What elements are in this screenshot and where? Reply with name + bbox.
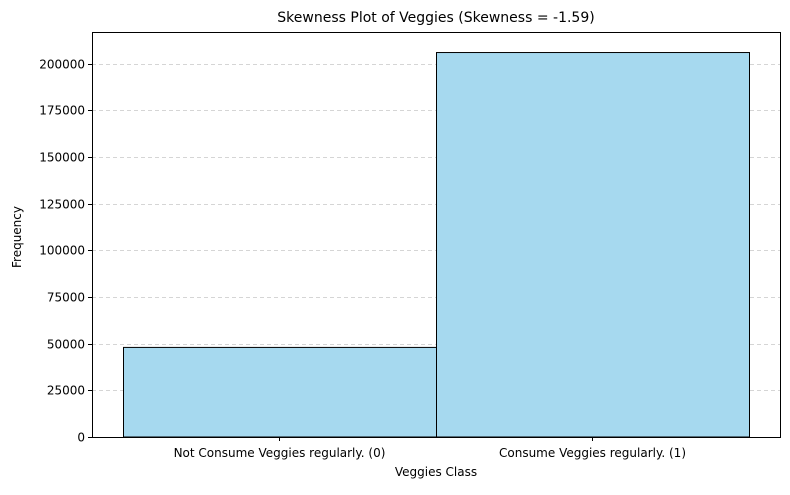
y-tick-label: 150000 — [39, 151, 85, 165]
y-tick-label: 75000 — [47, 291, 85, 305]
y-tick-label: 100000 — [39, 244, 85, 258]
y-tick-label: 175000 — [39, 104, 85, 118]
axes — [92, 32, 781, 438]
y-tick-label: 125000 — [39, 198, 85, 212]
axes-frame — [92, 32, 781, 438]
bars — [123, 52, 750, 438]
ticks: 0 25000 50000 75000 100000 125000 150000 175000… — [39, 58, 686, 461]
bar — [436, 52, 750, 438]
y-tick-label: 200000 — [39, 58, 85, 72]
y-tick-label: 25000 — [47, 384, 85, 398]
y-tick-label: 50000 — [47, 338, 85, 352]
x-tick-label: Consume Veggies regularly. (1) — [499, 446, 686, 460]
x-tick-label: Not Consume Veggies regularly. (0) — [174, 446, 386, 460]
chart-title: Skewness Plot of Veggies (Skewness = -1.… — [277, 10, 594, 26]
x-axis-label: Veggies Class — [395, 465, 477, 479]
y-tick-label: 0 — [77, 431, 85, 445]
y-axis-label: Frequency — [10, 206, 24, 268]
bar — [123, 346, 437, 438]
